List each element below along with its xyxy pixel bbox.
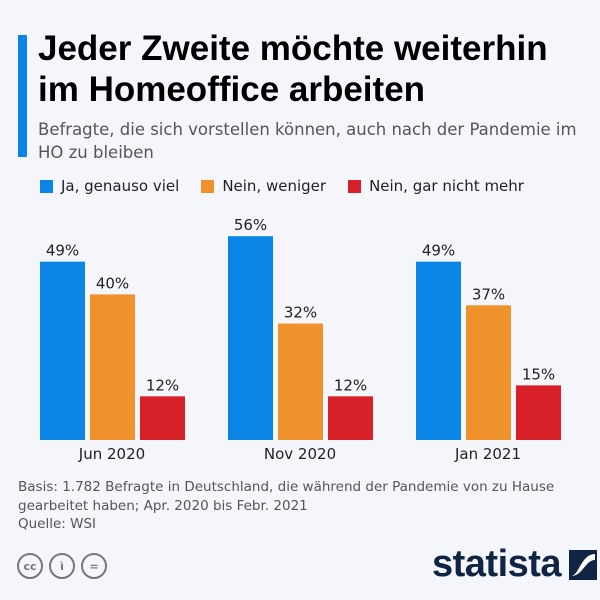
bar-chart: 49% 40% 12% Jun 2020 56% 32% 12% Nov 2020 49% 37%… xyxy=(40,216,561,463)
legend-label: Nein, weniger xyxy=(222,177,327,195)
brand-name: statista xyxy=(432,543,562,585)
nd-icon[interactable]: = xyxy=(81,553,107,579)
cc-icon[interactable]: cc xyxy=(17,553,43,579)
chart-subtitle: Befragte, die sich vorstellen können, au… xyxy=(38,120,577,162)
bar xyxy=(40,261,85,440)
legend-item: Ja, genauso viel xyxy=(40,177,179,195)
data-label: 15% xyxy=(522,365,555,383)
by-icon[interactable]: ì xyxy=(49,553,75,579)
bar xyxy=(90,294,135,440)
data-label: 37% xyxy=(472,285,505,303)
source: Quelle: WSI xyxy=(18,516,97,532)
bar xyxy=(328,396,373,440)
bar xyxy=(140,396,185,440)
chart-title: Jeder Zweite möchte weiterhin im Homeoff… xyxy=(38,29,548,109)
bar xyxy=(228,236,273,440)
category-label: Jun 2020 xyxy=(78,445,145,463)
legend-label: Ja, genauso viel xyxy=(61,177,180,195)
statista-logo[interactable]: statista xyxy=(432,543,598,586)
title-accent-bar xyxy=(18,35,27,157)
data-label: 49% xyxy=(422,242,455,260)
basis-note: Basis: 1.782 Befragte in Deutschland, di… xyxy=(18,479,555,514)
bar xyxy=(278,323,323,440)
legend-swatch xyxy=(201,179,215,193)
bar xyxy=(516,385,561,440)
data-label: 56% xyxy=(234,216,267,234)
data-label: 12% xyxy=(146,376,179,394)
data-label: 40% xyxy=(96,274,129,292)
bar xyxy=(466,305,511,440)
data-label: 12% xyxy=(334,376,367,394)
category-label: Nov 2020 xyxy=(264,445,336,463)
legend-item: Nein, gar nicht mehr xyxy=(348,177,524,195)
statista-logo-icon xyxy=(569,549,598,580)
legend-item: Nein, weniger xyxy=(201,177,326,195)
category-label: Jan 2021 xyxy=(454,445,521,463)
legend: Ja, genauso viel Nein, weniger Nein, gar n… xyxy=(40,177,524,195)
data-label: 32% xyxy=(284,304,317,322)
legend-swatch xyxy=(40,179,53,193)
bar xyxy=(416,261,461,440)
data-label: 49% xyxy=(46,242,79,260)
legend-swatch xyxy=(348,179,362,193)
legend-label: Nein, gar nicht mehr xyxy=(369,177,524,195)
license-icons[interactable]: cc ì = xyxy=(17,553,107,579)
